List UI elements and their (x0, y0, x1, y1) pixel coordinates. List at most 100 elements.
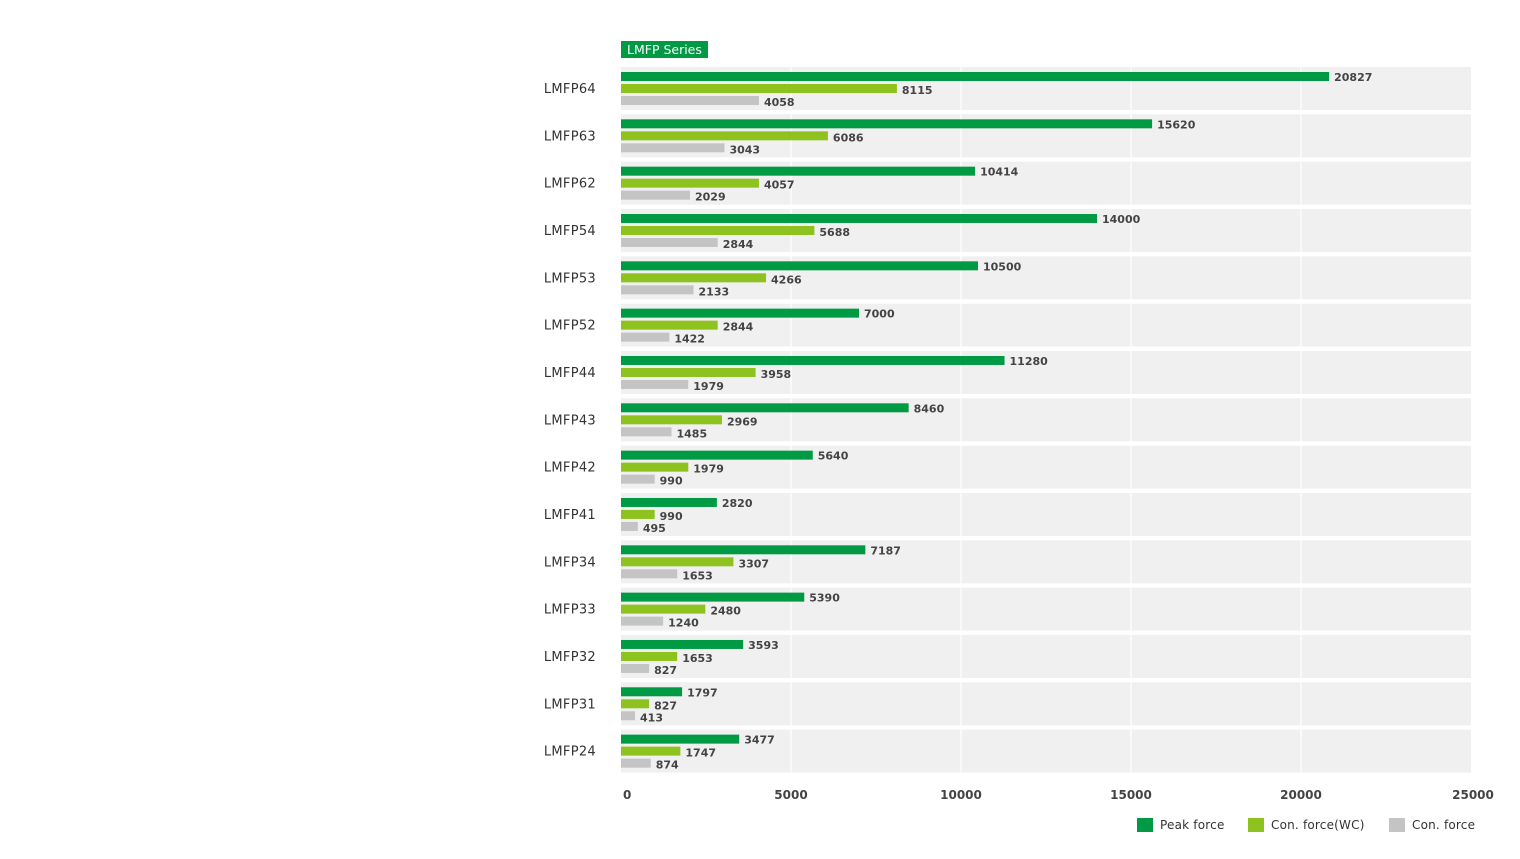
value-label: 2969 (727, 415, 758, 428)
value-label: 2820 (722, 497, 753, 510)
value-label: 1747 (685, 747, 716, 760)
value-label: 1240 (668, 617, 699, 630)
bar (621, 616, 664, 626)
value-label: 10500 (983, 260, 1022, 273)
category-label: LMFP53 (544, 271, 596, 286)
category-label: LMFP62 (544, 177, 596, 192)
value-label: 4057 (764, 179, 795, 192)
value-label: 495 (643, 522, 666, 535)
legend-swatch-peak-force (1137, 818, 1153, 832)
value-label: 1797 (687, 686, 718, 699)
bar (621, 178, 759, 188)
bar (621, 592, 805, 602)
bar (621, 415, 722, 425)
bar (621, 557, 734, 567)
legend-swatch-con-force (1389, 818, 1405, 832)
category-label: LMFP43 (544, 413, 596, 428)
value-label: 4058 (764, 96, 795, 109)
legend-item-peak-force: Peak force (1137, 816, 1225, 834)
category-label: LMFP31 (544, 697, 596, 712)
category-label: LMFP63 (544, 129, 596, 144)
legend-item-con-force: Con. force (1389, 816, 1475, 834)
bar (621, 604, 706, 614)
bar (621, 84, 897, 93)
value-label: 1653 (682, 569, 713, 582)
value-label: 7000 (864, 308, 895, 321)
value-label: 2844 (723, 321, 754, 334)
value-label: 14000 (1102, 213, 1141, 226)
category-label: LMFP24 (544, 745, 596, 760)
category-label: LMFP54 (544, 224, 596, 239)
series-title-badge: LMFP Series (621, 41, 708, 58)
bar (621, 521, 638, 531)
value-label: 10414 (980, 166, 1019, 179)
value-label: 7187 (870, 544, 901, 557)
bar (621, 462, 689, 472)
value-label: 5640 (818, 450, 849, 463)
value-label: 6086 (833, 131, 864, 144)
bar (621, 569, 678, 579)
value-label: 8115 (902, 84, 933, 97)
category-label: LMFP52 (544, 319, 596, 334)
value-label: 2029 (695, 191, 726, 204)
bar (621, 403, 909, 413)
bar (621, 119, 1153, 129)
category-label: LMFP44 (544, 366, 596, 381)
bar (621, 72, 1330, 81)
bar (621, 237, 718, 247)
bar (621, 131, 828, 141)
value-label: 15620 (1157, 118, 1196, 131)
bar (621, 96, 759, 105)
bar (621, 734, 740, 744)
value-label: 990 (660, 510, 683, 523)
bar (621, 427, 672, 437)
value-label: 3958 (761, 368, 792, 381)
value-label: 4266 (771, 273, 802, 286)
value-label: 874 (656, 759, 679, 772)
category-label: LMFP34 (544, 555, 596, 570)
bar (621, 758, 651, 768)
bar (621, 367, 756, 377)
value-label: 11280 (1010, 355, 1049, 368)
category-label: LMFP33 (544, 603, 596, 618)
bar (621, 474, 655, 484)
value-label: 3593 (748, 639, 779, 652)
bar (621, 225, 815, 235)
category-label: LMFP32 (544, 650, 596, 665)
value-label: 827 (654, 699, 677, 712)
bar (621, 497, 717, 507)
bar (621, 320, 718, 330)
legend-item-con-force-wc: Con. force(WC) (1248, 816, 1365, 834)
value-label: 1653 (682, 652, 713, 665)
value-label: 3307 (738, 557, 769, 570)
bar (621, 639, 744, 649)
bar (621, 699, 650, 709)
bar (621, 545, 866, 555)
legend-swatch-con-force-wc (1248, 818, 1264, 832)
row-background (621, 682, 1471, 726)
row-background (621, 634, 1471, 678)
value-label: 1485 (676, 427, 707, 440)
legend-label-con-force: Con. force (1412, 818, 1476, 832)
value-label: 1422 (674, 333, 705, 346)
bar (621, 450, 813, 460)
value-label: 413 (640, 711, 663, 724)
category-label: LMFP64 (544, 82, 596, 97)
value-label: 3477 (744, 734, 775, 747)
value-label: 827 (654, 664, 677, 677)
category-label: LMFP42 (544, 461, 596, 476)
bar (621, 166, 976, 176)
value-label: 5688 (819, 226, 850, 239)
value-label: 5390 (809, 592, 840, 605)
value-label: 2480 (710, 605, 741, 618)
x-tick-label: 25000 (1452, 788, 1494, 802)
value-label: 2133 (699, 285, 730, 298)
value-label: 2844 (723, 238, 754, 251)
bar (621, 711, 636, 721)
bar (621, 261, 978, 271)
bar (621, 379, 689, 389)
legend-label-peak-force: Peak force (1160, 818, 1225, 832)
x-tick-label: 0 (623, 788, 631, 802)
legend-label-con-force-wc: Con. force(WC) (1271, 818, 1365, 832)
x-tick-label: 5000 (774, 788, 807, 802)
